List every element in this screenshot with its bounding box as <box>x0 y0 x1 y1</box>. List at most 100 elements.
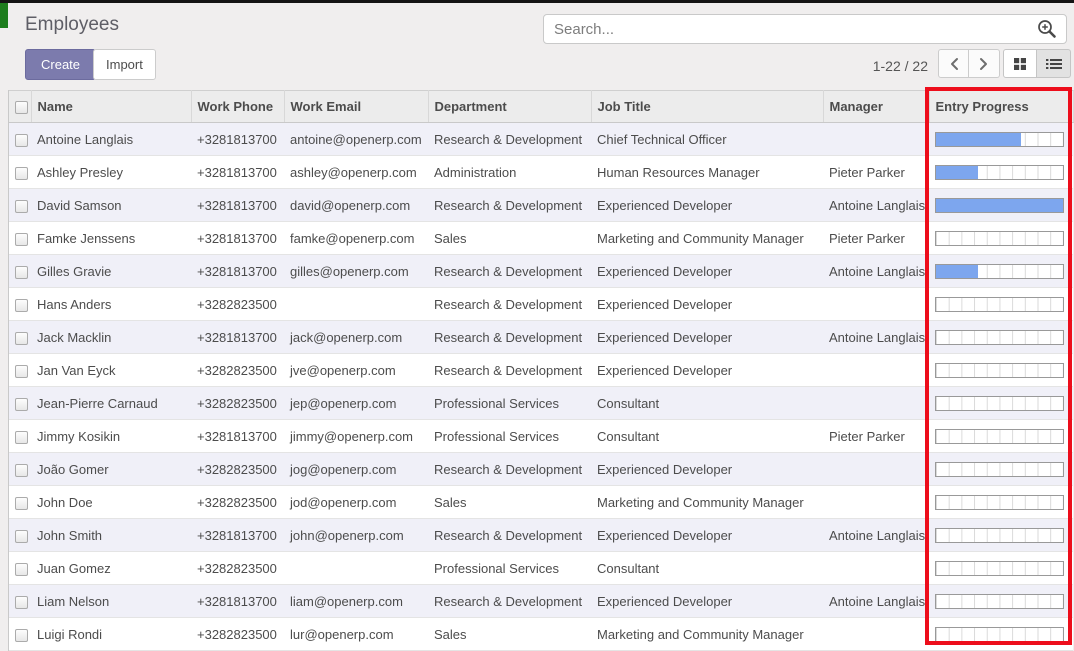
row-checkbox[interactable] <box>15 331 28 345</box>
table-row[interactable]: David Samson +3281813700 david@openerp.com… <box>9 188 1073 222</box>
cell-work-email: jog@openerp.com <box>284 452 428 486</box>
table-row[interactable]: John Smith +3281813700 john@openerp.com Res… <box>9 518 1073 552</box>
cell-select <box>9 221 31 255</box>
cell-work-email: jep@openerp.com <box>284 386 428 420</box>
row-checkbox[interactable] <box>15 298 28 312</box>
import-button[interactable]: Import <box>93 49 156 80</box>
column-header-work-phone[interactable]: Work Phone <box>191 90 285 123</box>
row-checkbox[interactable] <box>15 463 28 477</box>
row-checkbox[interactable] <box>15 628 28 642</box>
cell-work-email: gilles@openerp.com <box>284 254 428 288</box>
table-row[interactable]: Hans Anders +3282823500 Research & Develop… <box>9 287 1073 321</box>
pager-previous-button[interactable] <box>938 49 969 78</box>
row-checkbox[interactable] <box>15 199 28 213</box>
cell-entry-progress <box>929 551 1073 585</box>
control-bar: Employees Create Import 1-22 / 22 <box>8 3 1074 90</box>
row-checkbox[interactable] <box>15 265 28 279</box>
table-row[interactable]: Jean-Pierre Carnaud +3282823500 jep@opener… <box>9 386 1073 420</box>
cell-name: Gilles Gravie <box>31 254 191 288</box>
cell-department: Research & Development <box>428 353 591 387</box>
row-checkbox[interactable] <box>15 496 28 510</box>
column-header-work-email[interactable]: Work Email <box>284 90 429 123</box>
employee-list-view: Name Work Phone Work Email Department Job Ti… <box>8 90 1074 651</box>
cell-job-title: Experienced Developer <box>591 584 823 618</box>
column-header-name[interactable]: Name <box>31 90 192 123</box>
pager-next-button[interactable] <box>969 49 1000 78</box>
table-row[interactable]: Gilles Gravie +3281813700 gilles@openerp.c… <box>9 254 1073 288</box>
entry-progress-bar <box>935 362 1064 378</box>
cell-entry-progress <box>929 221 1073 255</box>
table-row[interactable]: Jack Macklin +3281813700 jack@openerp.com R… <box>9 320 1073 354</box>
cell-work-email <box>284 287 428 321</box>
cell-select <box>9 122 31 156</box>
table-row[interactable]: Antoine Langlais +3281813700 antoine@opene… <box>9 122 1073 156</box>
cell-select <box>9 386 31 420</box>
row-checkbox[interactable] <box>15 562 28 576</box>
cell-entry-progress <box>929 254 1073 288</box>
search-input[interactable] <box>544 20 1036 38</box>
cell-department: Professional Services <box>428 386 591 420</box>
cell-department: Sales <box>428 485 591 519</box>
cell-manager: Antoine Langlais <box>823 254 929 288</box>
table-row[interactable]: Liam Nelson +3281813700 liam@openerp.com Re… <box>9 584 1073 618</box>
table-header-row: Name Work Phone Work Email Department Job Ti… <box>9 90 1074 123</box>
page-title: Employees <box>25 14 119 35</box>
cell-entry-progress <box>929 386 1073 420</box>
cell-select <box>9 155 31 189</box>
table-row[interactable]: John Doe +3282823500 jod@openerp.com Sales M… <box>9 485 1073 519</box>
column-header-department[interactable]: Department <box>428 90 592 123</box>
cell-work-email: jve@openerp.com <box>284 353 428 387</box>
table-row[interactable]: Juan Gomez +3282823500 Professional Servic… <box>9 551 1073 585</box>
create-button[interactable]: Create <box>25 49 97 80</box>
table-row[interactable]: João Gomer +3282823500 jog@openerp.com Rese… <box>9 452 1073 486</box>
entry-progress-bar <box>935 461 1064 477</box>
entry-progress-bar <box>935 395 1064 411</box>
cell-job-title: Consultant <box>591 551 823 585</box>
select-all-checkbox[interactable] <box>15 101 28 115</box>
row-checkbox[interactable] <box>15 133 28 147</box>
cell-manager: Pieter Parker <box>823 221 929 255</box>
cell-work-phone: +3281813700 <box>191 584 284 618</box>
kanban-grid-icon <box>1014 57 1026 70</box>
cell-select <box>9 452 31 486</box>
cell-manager <box>823 122 929 156</box>
entry-progress-bar <box>935 230 1064 246</box>
kanban-view-button[interactable] <box>1003 49 1037 78</box>
cell-job-title: Marketing and Community Manager <box>591 221 823 255</box>
cell-work-phone: +3281813700 <box>191 320 284 354</box>
cell-job-title: Experienced Developer <box>591 287 823 321</box>
row-checkbox[interactable] <box>15 430 28 444</box>
entry-progress-bar <box>935 593 1064 609</box>
table-row[interactable]: Jimmy Kosikin +3281813700 jimmy@openerp.co… <box>9 419 1073 453</box>
row-checkbox[interactable] <box>15 166 28 180</box>
table-row[interactable]: Famke Jenssens +3281813700 famke@openerp.c… <box>9 221 1073 255</box>
entry-progress-bar <box>935 527 1064 543</box>
cell-work-phone: +3281813700 <box>191 254 284 288</box>
entry-progress-bar <box>935 428 1064 444</box>
column-header-manager[interactable]: Manager <box>823 90 930 123</box>
cell-work-email: lur@openerp.com <box>284 617 428 651</box>
cell-manager <box>823 353 929 387</box>
cell-department: Sales <box>428 221 591 255</box>
cell-name: Jack Macklin <box>31 320 191 354</box>
list-view-button[interactable] <box>1037 49 1071 78</box>
search-magnifier-plus-icon[interactable] <box>1036 18 1058 40</box>
row-checkbox[interactable] <box>15 397 28 411</box>
cell-job-title: Human Resources Manager <box>591 155 823 189</box>
cell-work-phone: +3281813700 <box>191 188 284 222</box>
cell-department: Research & Development <box>428 320 591 354</box>
table-row[interactable]: Ashley Presley +3281813700 ashley@openerp.… <box>9 155 1073 189</box>
column-header-entry-progress[interactable]: Entry Progress <box>929 90 1074 123</box>
row-checkbox[interactable] <box>15 364 28 378</box>
cell-work-email: famke@openerp.com <box>284 221 428 255</box>
cell-work-email: jack@openerp.com <box>284 320 428 354</box>
table-row[interactable]: Jan Van Eyck +3282823500 jve@openerp.com Re… <box>9 353 1073 387</box>
row-checkbox[interactable] <box>15 529 28 543</box>
table-row[interactable]: Luigi Rondi +3282823500 lur@openerp.com Sal… <box>9 617 1073 651</box>
entry-progress-bar <box>935 263 1064 279</box>
cell-name: John Doe <box>31 485 191 519</box>
row-checkbox[interactable] <box>15 232 28 246</box>
cell-job-title: Consultant <box>591 386 823 420</box>
row-checkbox[interactable] <box>15 595 28 609</box>
column-header-job-title[interactable]: Job Title <box>591 90 824 123</box>
